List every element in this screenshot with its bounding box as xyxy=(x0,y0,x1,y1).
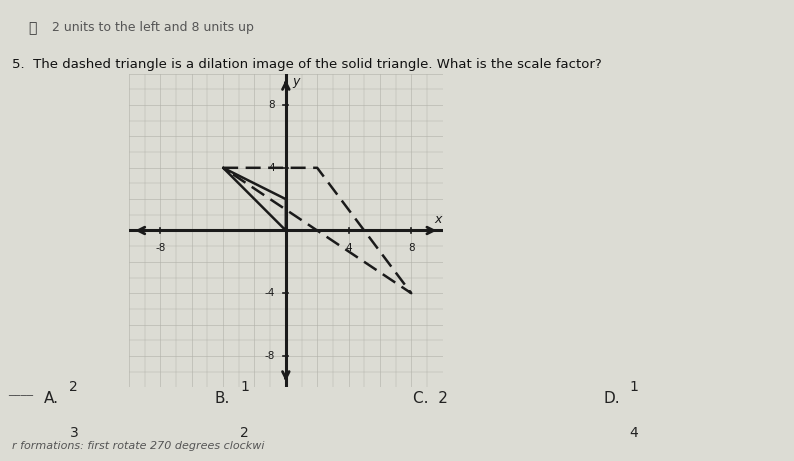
Text: 2: 2 xyxy=(240,426,249,440)
Text: 3: 3 xyxy=(69,426,79,440)
Text: ____: ____ xyxy=(8,384,33,396)
Text: r formations: first rotate 270 degrees clockwi: r formations: first rotate 270 degrees c… xyxy=(12,441,264,451)
Text: 8: 8 xyxy=(268,100,275,110)
Text: D.: D. xyxy=(603,390,620,406)
Text: -4: -4 xyxy=(264,288,275,298)
Text: -8: -8 xyxy=(156,243,166,253)
Text: 1: 1 xyxy=(629,380,638,394)
Text: 4: 4 xyxy=(345,243,352,253)
Text: y: y xyxy=(292,75,299,88)
Text: B.: B. xyxy=(214,390,229,406)
Text: 2: 2 xyxy=(69,380,79,394)
Text: 2 units to the left and 8 units up: 2 units to the left and 8 units up xyxy=(52,21,253,34)
Text: 8: 8 xyxy=(408,243,414,253)
Text: Ⓓ: Ⓓ xyxy=(28,21,37,35)
Text: 4: 4 xyxy=(629,426,638,440)
Text: -8: -8 xyxy=(264,351,275,361)
Text: 5.  The dashed triangle is a dilation image of the solid triangle. What is the s: 5. The dashed triangle is a dilation ima… xyxy=(12,58,602,71)
Text: A.: A. xyxy=(44,390,59,406)
Text: 1: 1 xyxy=(240,380,249,394)
Text: C.  2: C. 2 xyxy=(413,390,448,406)
Text: x: x xyxy=(435,213,442,226)
Text: 4: 4 xyxy=(268,163,275,173)
